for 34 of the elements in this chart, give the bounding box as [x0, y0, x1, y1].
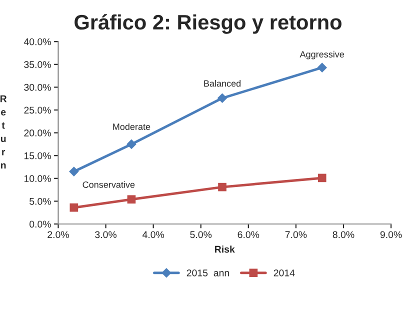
y-tick-label: 35.0%	[24, 61, 51, 68]
annotation: Balanced	[204, 80, 241, 87]
y-tick-label: 5.0%	[30, 198, 51, 205]
point	[317, 62, 328, 72]
y-tick-label: 0.0%	[30, 220, 51, 228]
x-axis-title: Risk	[215, 246, 235, 253]
x-tick-label: 4.0%	[142, 231, 164, 238]
point	[217, 93, 228, 104]
y-tick-label: 40.0%	[24, 38, 51, 46]
y-tick-label: 30.0%	[24, 84, 51, 91]
x-tick-label: 8.0%	[332, 231, 354, 238]
legend-label: 2015 ann	[186, 269, 229, 276]
y-tick-label: 15.0%	[24, 152, 51, 160]
chart-title: Gráfico 2: Riesgo y retorno	[74, 14, 342, 34]
point	[127, 195, 136, 204]
point	[218, 182, 226, 192]
point	[70, 203, 78, 212]
point	[126, 139, 136, 150]
legend-label: 2014	[274, 269, 295, 276]
y-axis-title: Return	[0, 95, 7, 169]
x-tick-label: 9.0%	[380, 231, 402, 238]
point	[69, 166, 79, 176]
point	[318, 174, 326, 182]
y-tick-label: 10.0%	[24, 175, 51, 182]
annotation: Conservative	[82, 181, 135, 188]
y-tick-label: 20.0%	[24, 130, 51, 136]
x-tick-label: 3.0%	[95, 231, 117, 238]
y-tick-label: 25.0%	[24, 106, 51, 114]
x-tick-label: 5.0%	[190, 231, 212, 238]
x-tick-label: 7.0%	[285, 231, 307, 238]
x-tick-label: 2.0%	[48, 231, 69, 238]
x-tick-label: 6.0%	[238, 231, 260, 238]
annotation: Aggressive	[300, 50, 344, 60]
annotation: Moderate	[113, 123, 150, 130]
